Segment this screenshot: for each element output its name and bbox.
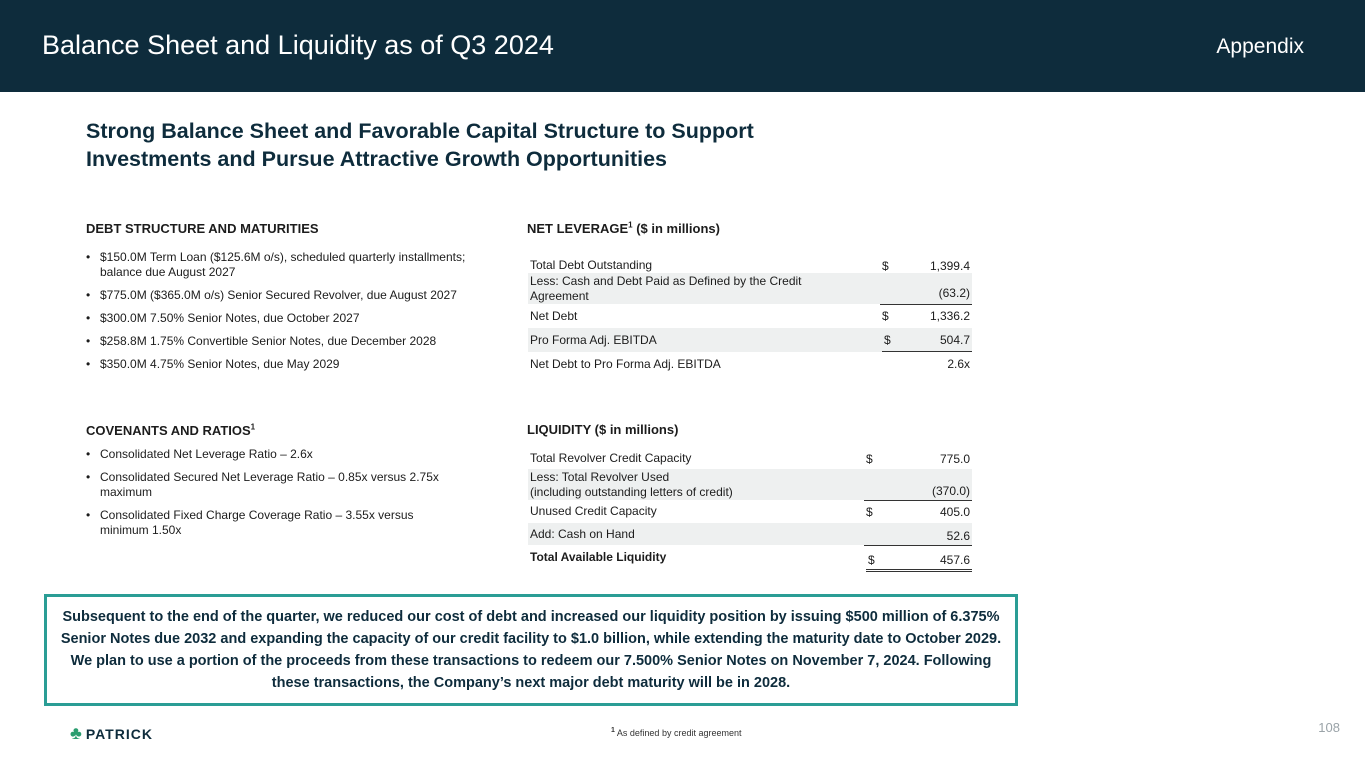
- row-label: Less: Total Revolver Used (including out…: [528, 470, 864, 500]
- currency-symbol: $: [884, 332, 891, 347]
- liquidity-title: LIQUIDITY ($ in millions): [527, 422, 679, 437]
- headline-line-1: Strong Balance Sheet and Favorable Capit…: [86, 119, 754, 143]
- row-value: 1,399.4: [929, 259, 970, 273]
- row-value: 775.0: [939, 451, 970, 466]
- headline: Strong Balance Sheet and Favorable Capit…: [86, 117, 866, 173]
- net-leverage-title-units: ($ in millions): [632, 221, 720, 236]
- table-row: Add: Cash on Hand 52.6: [528, 523, 972, 546]
- footnote: 1 As defined by credit agreement: [611, 727, 741, 738]
- row-label: Total Available Liquidity: [530, 549, 667, 564]
- row-value: 457.6: [939, 552, 970, 567]
- row-label-line-1: Less: Total Revolver Used: [530, 469, 670, 484]
- covenants-section-title: COVENANTS AND RATIOS1: [86, 423, 255, 438]
- header-bar: Balance Sheet and Liquidity as of Q3 202…: [0, 0, 1365, 92]
- row-label: Net Debt to Pro Forma Adj. EBITDA: [530, 356, 721, 371]
- row-label: Add: Cash on Hand: [530, 526, 635, 541]
- currency-symbol: $: [866, 504, 873, 519]
- net-leverage-table: Total Debt Outstanding $ 1,399.4 Less: C…: [528, 251, 972, 376]
- row-label-line-2: (including outstanding letters of credit…: [530, 484, 733, 499]
- footnote-marker: 1: [250, 422, 256, 432]
- list-item: $300.0M 7.50% Senior Notes, due October …: [86, 311, 466, 326]
- net-leverage-title: NET LEVERAGE1 ($ in millions): [527, 221, 720, 236]
- table-row: Net Debt $ 1,336.2: [528, 304, 972, 328]
- page-number: 108: [1318, 720, 1340, 735]
- row-value: 52.6: [864, 529, 972, 546]
- table-row: Total Available Liquidity $ 457.6: [528, 545, 972, 572]
- row-label: Net Debt: [530, 308, 578, 323]
- list-item: Consolidated Net Leverage Ratio – 2.6x: [86, 447, 456, 462]
- list-item: $258.8M 1.75% Convertible Senior Notes, …: [86, 334, 466, 349]
- company-logo: ♣ PATRICK: [70, 723, 153, 744]
- currency-symbol: $: [866, 451, 873, 466]
- page-title: Balance Sheet and Liquidity as of Q3 202…: [42, 30, 554, 60]
- row-value: 2.6x: [947, 357, 970, 371]
- net-leverage-title-text: NET LEVERAGE: [527, 221, 629, 236]
- list-item: $350.0M 4.75% Senior Notes, due May 2029: [86, 357, 466, 372]
- currency-symbol: $: [868, 552, 875, 567]
- list-item: Consolidated Fixed Charge Coverage Ratio…: [86, 508, 456, 538]
- table-row: Less: Total Revolver Used (including out…: [528, 469, 972, 501]
- debt-list: $150.0M Term Loan ($125.6M o/s), schedul…: [86, 250, 466, 380]
- covenants-list: Consolidated Net Leverage Ratio – 2.6x C…: [86, 447, 456, 546]
- currency-symbol: $: [882, 259, 889, 273]
- footnote-marker: 1: [611, 727, 615, 734]
- logo-text: PATRICK: [85, 725, 153, 742]
- table-row: Net Debt to Pro Forma Adj. EBITDA 2.6x: [528, 352, 972, 376]
- table-row: Unused Credit Capacity $ 405.0: [528, 500, 972, 523]
- footnote-marker: 1: [628, 220, 633, 230]
- liquidity-table: Total Revolver Credit Capacity $ 775.0 L…: [528, 448, 972, 572]
- debt-section-title: DEBT STRUCTURE AND MATURITIES: [86, 221, 319, 236]
- table-row: Total Debt Outstanding $ 1,399.4: [528, 251, 972, 273]
- table-row: Pro Forma Adj. EBITDA $ 504.7: [528, 328, 972, 352]
- row-label: Less: Cash and Debt Paid as Defined by t…: [530, 273, 802, 303]
- currency-symbol: $: [882, 309, 889, 323]
- row-label: Unused Credit Capacity: [530, 504, 657, 518]
- callout-text: Subsequent to the end of the quarter, we…: [60, 609, 1002, 691]
- table-row: Less: Cash and Debt Paid as Defined by t…: [528, 273, 972, 305]
- footnote-text: As defined by credit agreement: [614, 728, 742, 738]
- row-label: Total Revolver Credit Capacity: [530, 451, 692, 465]
- table-row: Total Revolver Credit Capacity $ 775.0: [528, 448, 972, 469]
- subsequent-events-callout: Subsequent to the end of the quarter, we…: [44, 594, 1018, 706]
- row-value: 504.7: [939, 332, 970, 347]
- row-label: Pro Forma Adj. EBITDA: [530, 332, 657, 347]
- list-item: Consolidated Secured Net Leverage Ratio …: [86, 470, 456, 500]
- covenants-title-text: COVENANTS AND RATIOS: [86, 423, 251, 438]
- row-value: (370.0): [864, 484, 972, 501]
- list-item: $150.0M Term Loan ($125.6M o/s), schedul…: [86, 250, 466, 280]
- headline-line-2: Investments and Pursue Attractive Growth…: [86, 147, 667, 171]
- row-value: 405.0: [939, 504, 970, 519]
- row-value: (63.2): [880, 286, 972, 305]
- shamrock-icon: ♣: [70, 723, 82, 743]
- row-label: Total Debt Outstanding: [530, 258, 653, 272]
- section-label: Appendix: [1216, 35, 1304, 58]
- list-item: $775.0M ($365.0M o/s) Senior Secured Rev…: [86, 288, 466, 303]
- row-value: 1,336.2: [929, 309, 970, 323]
